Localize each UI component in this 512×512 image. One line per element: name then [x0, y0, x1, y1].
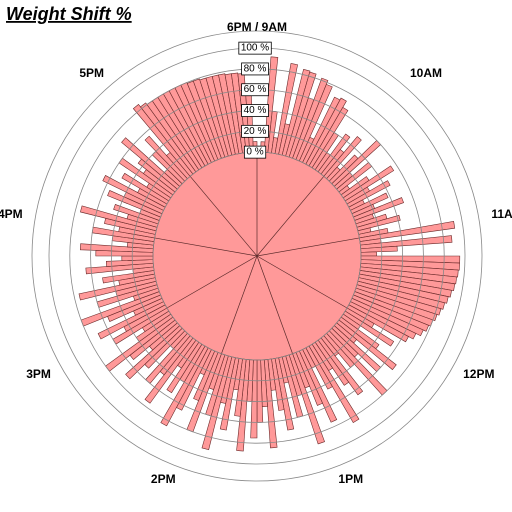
sector-spoke: [256, 237, 360, 257]
tick-label-box: [241, 62, 269, 76]
tick-label: 100 %: [241, 43, 269, 54]
sector-spoke: [166, 255, 258, 309]
angular-label: 10AM: [410, 66, 442, 80]
tick-label: 0 %: [246, 147, 263, 158]
angular-label: 11AM: [491, 207, 512, 221]
tick-label: 60 %: [244, 84, 267, 95]
bar: [121, 255, 154, 262]
angular-label: 3PM: [26, 367, 51, 381]
tick-label: 20 %: [244, 126, 267, 137]
angular-label: 2PM: [151, 472, 176, 486]
tick-label-box: [243, 145, 267, 159]
angular-label: 12PM: [463, 367, 494, 381]
tick-label: 40 %: [244, 105, 267, 116]
tick-label-box: [238, 41, 272, 55]
sector-spoke: [189, 176, 258, 257]
tick-label-box: [241, 83, 269, 97]
chart-title: Weight Shift %: [6, 4, 132, 24]
tick-label-box: [241, 124, 269, 138]
angular-label: 1PM: [338, 472, 363, 486]
sector-spoke: [256, 255, 293, 354]
bar: [360, 251, 377, 257]
outer-ring: [31, 30, 483, 482]
angular-label: 5PM: [79, 66, 104, 80]
angular-label: 4PM: [0, 207, 23, 221]
tick-label: 80 %: [244, 63, 267, 74]
labels: 0 % 20 % 40 % 60 % 80 % 100 % 6PM / 9AM 10AM 11A…: [0, 20, 512, 486]
sector-spoke: [256, 176, 325, 257]
tick-label-box: [241, 104, 269, 117]
sector-spoke: [256, 255, 348, 309]
sector-spoke: [154, 237, 258, 257]
angular-label: 6PM / 9AM: [227, 20, 287, 34]
sector-spoke: [221, 255, 258, 354]
